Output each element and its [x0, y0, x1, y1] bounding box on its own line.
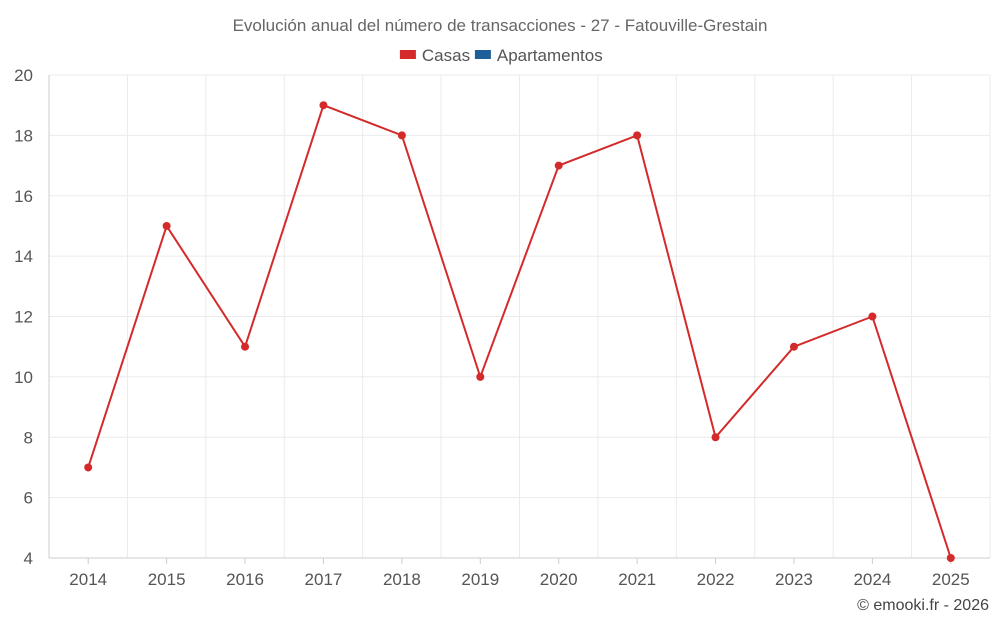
x-tick-label: 2025 [932, 570, 970, 589]
data-point[interactable] [633, 131, 642, 140]
data-point[interactable] [868, 312, 877, 321]
y-tick-label: 6 [24, 489, 33, 508]
y-tick-label: 12 [14, 308, 33, 327]
y-tick-label: 10 [14, 368, 33, 387]
x-tick-label: 2014 [69, 570, 107, 589]
legend-label-apartamentos[interactable]: Apartamentos [497, 46, 603, 65]
data-point[interactable] [946, 554, 955, 562]
x-tick-label: 2017 [305, 570, 343, 589]
x-tick-label: 2015 [148, 570, 186, 589]
y-tick-label: 16 [14, 187, 33, 206]
legend-swatch-apartamentos [474, 50, 491, 59]
y-tick-label: 20 [14, 66, 33, 85]
x-tick-label: 2023 [775, 570, 813, 589]
credit-text: © emooki.fr - 2026 [857, 597, 989, 614]
legend: Casas Apartamentos [399, 46, 603, 65]
data-point[interactable] [241, 342, 250, 351]
y-tick-label: 4 [24, 549, 33, 568]
grid [48, 74, 991, 559]
x-tick-label: 2020 [540, 570, 578, 589]
data-point[interactable] [397, 131, 406, 140]
legend-swatch-casas [399, 50, 416, 59]
x-tick-label: 2018 [383, 570, 421, 589]
data-point[interactable] [476, 372, 485, 381]
data-point[interactable] [711, 433, 720, 442]
x-tick-label: 2016 [226, 570, 264, 589]
data-point[interactable] [319, 101, 328, 110]
chart-title: Evolución anual del número de transaccio… [233, 16, 768, 35]
axes: 4 6 8 10 12 14 16 18 20 2014 2015 2016 2017 2018 2019 2… [14, 66, 990, 589]
x-tick-label: 2021 [618, 570, 656, 589]
data-point[interactable] [84, 463, 93, 472]
x-tick-label: 2022 [697, 570, 735, 589]
data-point[interactable] [789, 342, 798, 351]
data-point[interactable] [554, 161, 563, 170]
x-tick-label: 2024 [853, 570, 891, 589]
y-tick-label: 8 [24, 428, 33, 447]
y-tick-label: 14 [14, 247, 33, 266]
legend-label-casas[interactable]: Casas [422, 46, 470, 65]
series-line-casas [87, 103, 952, 559]
data-point[interactable] [162, 221, 171, 230]
series-layer [84, 101, 955, 562]
x-tick-label: 2019 [461, 570, 499, 589]
y-tick-label: 18 [14, 126, 33, 145]
